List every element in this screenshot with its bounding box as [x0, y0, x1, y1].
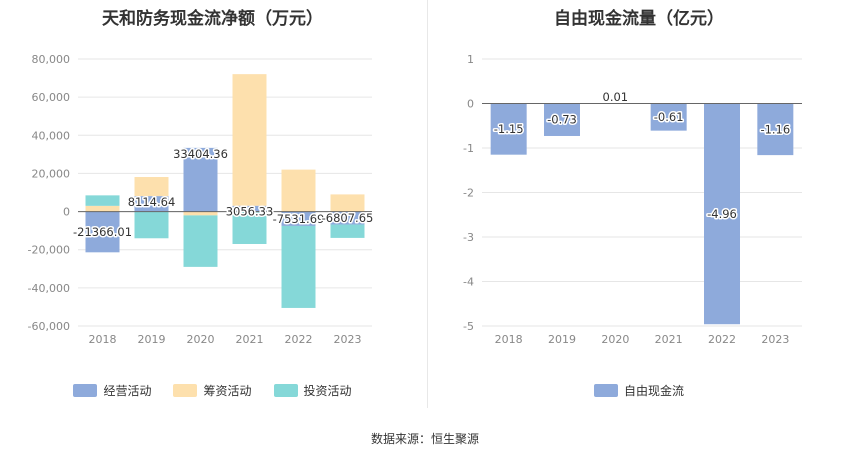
bar-筹资活动: [134, 177, 169, 197]
y-tick-label: -40,000: [28, 282, 70, 295]
y-tick-label: 0: [467, 98, 474, 111]
x-tick-label: 2023: [334, 333, 362, 346]
bar-自由现金流: [490, 103, 527, 155]
data-source-note: 数据来源：恒生聚源: [370, 432, 479, 446]
bar-经营活动: [232, 205, 267, 212]
bar-经营活动: [330, 211, 365, 225]
chart-title-cash-flow: 天和防务现金流净额（万元）: [102, 9, 323, 29]
x-tick-label: 2019: [138, 333, 166, 346]
legend-item[interactable]: 经营活动: [73, 382, 151, 399]
data-label: -4.96: [707, 207, 737, 221]
bar-经营活动: [281, 211, 316, 226]
data-label: -1.16: [760, 122, 790, 136]
bar-筹资活动: [232, 74, 267, 206]
y-tick-label: 60,000: [32, 91, 71, 104]
legend-label: 经营活动: [103, 384, 152, 398]
y-tick-label: -3: [463, 231, 474, 244]
bar-筹资活动: [330, 194, 365, 212]
x-tick-label: 2022: [285, 333, 313, 346]
cash-flow-legend: 经营活动 筹资活动 投资活动: [0, 382, 425, 399]
legend-swatch: [273, 384, 298, 397]
x-tick-label: 2018: [495, 333, 523, 346]
legend-item[interactable]: 筹资活动: [173, 382, 252, 399]
legend-label: 筹资活动: [203, 384, 252, 398]
data-label: 8114.64: [128, 195, 176, 209]
free-cash-flow-legend: 自由现金流: [428, 382, 850, 399]
data-label: -7531.69: [273, 212, 325, 226]
y-tick-label: -20,000: [28, 244, 70, 257]
y-tick-label: 80,000: [32, 53, 71, 66]
legend-label: 自由现金流: [623, 384, 684, 398]
data-label: 3056.33: [226, 205, 274, 219]
bar-投资活动: [232, 211, 267, 244]
legend-label: 投资活动: [303, 384, 352, 398]
y-tick-label: 40,000: [32, 129, 71, 142]
bar-投资活动: [134, 211, 169, 239]
legend-swatch: [73, 384, 98, 397]
y-tick-label: -2: [463, 187, 474, 200]
y-tick-label: 1: [467, 53, 474, 66]
legend-swatch: [593, 384, 618, 397]
bar-筹资活动: [281, 169, 316, 212]
y-tick-label: 20,000: [32, 167, 71, 180]
legend-item[interactable]: 自由现金流: [593, 382, 684, 399]
y-tick-label: -5: [463, 320, 474, 333]
legend-item[interactable]: 投资活动: [273, 382, 352, 399]
x-tick-label: 2023: [761, 333, 789, 346]
bar-筹资活动: [85, 205, 120, 212]
bar-经营活动: [85, 211, 120, 253]
x-tick-label: 2021: [655, 333, 683, 346]
data-label: -1.15: [494, 122, 524, 136]
data-label: -21366.01: [73, 225, 132, 239]
free-cash-flow-chart-panel: 自由现金流量（亿元） 1 0 -1 -2 -3 -4 -5 2018 2019 2020 2021 2…: [428, 0, 850, 410]
panel-divider: [427, 0, 428, 408]
bar-投资活动: [183, 215, 218, 267]
data-label: -0.61: [654, 110, 684, 124]
data-label: -0.73: [547, 113, 577, 127]
y-tick-label: -4: [463, 276, 474, 289]
cash-flow-chart-panel: 天和防务现金流净额（万元） 80,000 60,000 40,000 20,000 0-…: [0, 0, 425, 410]
bar-投资活动: [281, 225, 316, 308]
x-tick-label: 2018: [89, 333, 117, 346]
x-tick-label: 2019: [548, 333, 576, 346]
bar-经营活动: [183, 147, 218, 212]
cash-flow-chart: 80,000 60,000 40,000 20,000 0 -20,000 -40,000 -…: [28, 53, 375, 346]
bar-投资活动: [85, 195, 120, 206]
bar-自由现金流: [757, 103, 794, 156]
bar-自由现金流: [704, 103, 740, 325]
x-tick-label: 2022: [708, 333, 736, 346]
bar-自由现金流: [544, 103, 580, 136]
data-label: 33404.36: [173, 147, 228, 161]
bar-筹资活动: [183, 211, 218, 216]
bar-投资活动: [330, 224, 365, 238]
data-label: 0.01: [603, 90, 629, 104]
y-tick-label: 0: [63, 206, 70, 219]
free-cash-flow-chart: 1 0 -1 -2 -3 -4 -5 2018 2019 2020 2021 2022 2023 -1.1…: [463, 53, 802, 346]
x-tick-label: 2020: [601, 333, 629, 346]
y-tick-label: -60,000: [28, 320, 70, 333]
chart-title-free-cash-flow: 自由现金流量（亿元）: [554, 9, 724, 29]
data-label: -6807.65: [322, 211, 374, 225]
y-tick-label: -1: [463, 142, 474, 155]
bar-自由现金流: [650, 103, 687, 131]
bar-经营活动: [134, 196, 169, 212]
x-tick-label: 2021: [236, 333, 264, 346]
legend-swatch: [173, 384, 198, 397]
x-tick-label: 2020: [187, 333, 215, 346]
